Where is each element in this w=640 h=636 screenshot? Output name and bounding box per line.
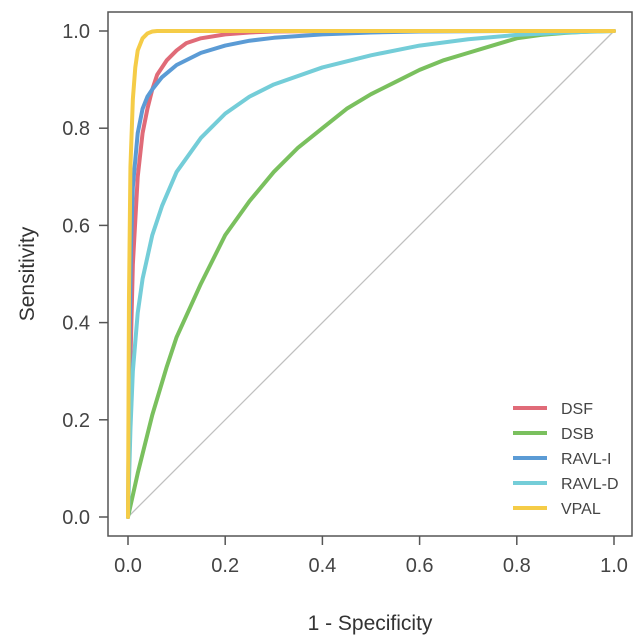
x-tick-label: 0.4 xyxy=(308,555,336,577)
legend-label-ravl-i: RAVL-I xyxy=(561,451,611,468)
legend-label-dsb: DSB xyxy=(561,426,594,443)
series-line-vpal xyxy=(126,29,616,519)
reference-diagonal-line xyxy=(127,30,615,518)
y-tick-label: 0.2 xyxy=(62,410,90,432)
x-axis-title: 1 - Specificity xyxy=(308,612,433,635)
x-tick-label: 0.8 xyxy=(503,555,531,577)
legend: DSF DSB RAVL-I RAVL-D VPAL xyxy=(513,401,619,518)
y-tick-label: 0.0 xyxy=(62,507,90,529)
series-line-ravl-d xyxy=(126,29,616,519)
legend-label-vpal: VPAL xyxy=(561,501,601,518)
x-tick-label: 0.0 xyxy=(114,555,142,577)
plot-frame xyxy=(107,11,633,537)
y-tick-label: 0.6 xyxy=(62,215,90,237)
y-axis-title: Sensitivity xyxy=(16,226,39,321)
y-tick-label: 0.8 xyxy=(62,118,90,140)
legend-label-dsf: DSF xyxy=(561,401,593,418)
legend-label-ravl-d: RAVL-D xyxy=(561,476,619,493)
x-tick-label: 1.0 xyxy=(600,555,628,577)
x-tick-label: 0.6 xyxy=(406,555,434,577)
y-tick-label: 0.4 xyxy=(62,313,90,335)
series-line-dsb xyxy=(126,29,616,519)
y-tick-label: 1.0 xyxy=(62,21,90,43)
x-tick-label: 0.2 xyxy=(211,555,239,577)
